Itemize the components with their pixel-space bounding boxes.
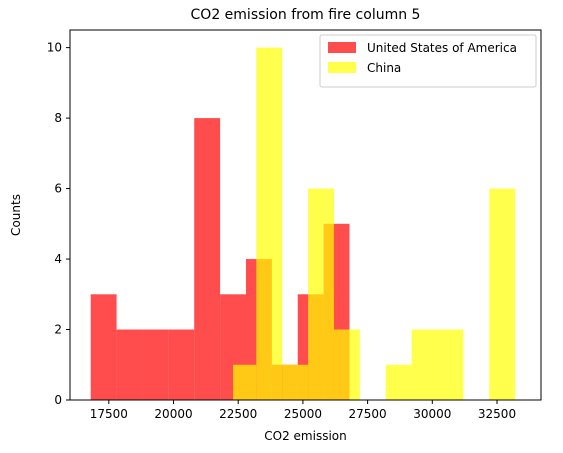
bar-series-0-bin-3 bbox=[168, 329, 195, 400]
y-tick-label-5: 10 bbox=[47, 41, 62, 55]
y-axis-label: Counts bbox=[9, 194, 23, 236]
x-axis-label: CO2 emission bbox=[264, 429, 346, 443]
x-tick-label-3: 25000 bbox=[284, 407, 322, 421]
x-tick-label-6: 32500 bbox=[478, 407, 516, 421]
bar-series-0-bin-1 bbox=[116, 329, 143, 400]
bar-series-1-bin-4 bbox=[333, 329, 360, 400]
x-tick-label-0: 17500 bbox=[90, 407, 128, 421]
bar-series-1-bin-10 bbox=[489, 188, 516, 400]
bar-series-0-bin-2 bbox=[142, 329, 169, 400]
y-tick-label-4: 8 bbox=[54, 111, 62, 125]
y-tick-label-2: 4 bbox=[54, 252, 62, 266]
bar-series-1-bin-1 bbox=[256, 47, 283, 400]
x-tick-label-2: 22500 bbox=[219, 407, 257, 421]
y-tick-label-1: 2 bbox=[54, 323, 62, 337]
bar-series-1-bin-7 bbox=[411, 329, 438, 400]
legend-swatch-usa bbox=[328, 42, 356, 53]
x-tick-label-1: 20000 bbox=[154, 407, 192, 421]
legend-label-usa: United States of America bbox=[367, 41, 517, 55]
bars-layer bbox=[90, 47, 516, 400]
legend-label-china: China bbox=[367, 61, 401, 75]
legend: United States of America China bbox=[319, 34, 537, 88]
x-tick-label-5: 30000 bbox=[413, 407, 451, 421]
y-tick-label-0: 0 bbox=[54, 393, 62, 407]
bar-series-1-bin-8 bbox=[437, 329, 464, 400]
bar-series-1-bin-2 bbox=[282, 364, 309, 400]
y-tick-label-3: 6 bbox=[54, 182, 62, 196]
legend-box bbox=[319, 34, 537, 88]
x-tick-label-4: 27500 bbox=[349, 407, 387, 421]
bar-series-1-bin-0 bbox=[233, 364, 257, 400]
bar-series-1-bin-6 bbox=[385, 364, 412, 400]
y-axis-ticks: 0 2 4 6 8 10 bbox=[47, 41, 70, 407]
bar-series-0-bin-4 bbox=[194, 118, 221, 400]
chart-title: CO2 emission from fire column 5 bbox=[191, 7, 421, 23]
x-axis-ticks: 17500 20000 22500 25000 27500 30000 32500 bbox=[90, 400, 516, 421]
plot-frame bbox=[69, 29, 542, 401]
legend-swatch-china bbox=[328, 62, 356, 73]
bar-series-1-bin-3 bbox=[308, 188, 334, 400]
bar-series-0-bin-0 bbox=[90, 294, 117, 400]
